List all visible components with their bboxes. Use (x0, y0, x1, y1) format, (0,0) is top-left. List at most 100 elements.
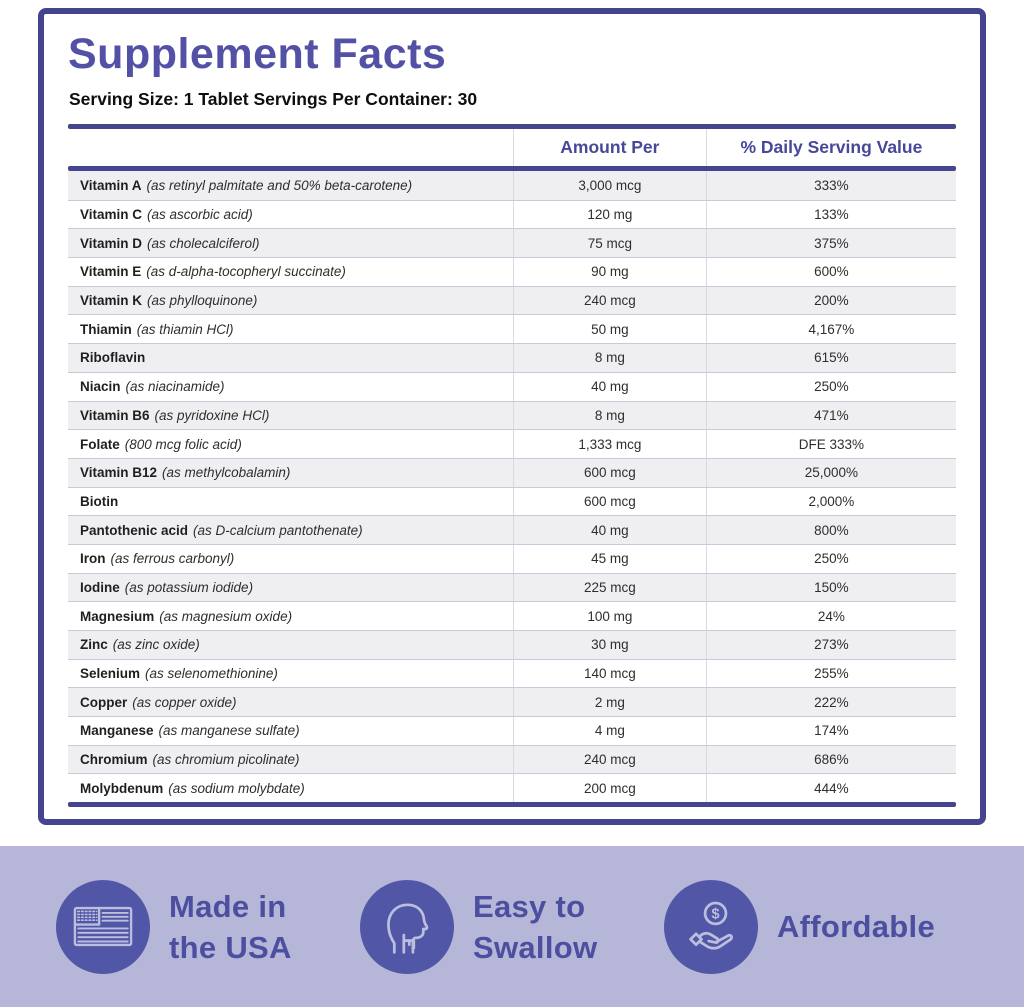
divider (68, 802, 956, 808)
nutrient-name: Vitamin A (80, 177, 142, 193)
nutrient-name: Selenium (80, 666, 141, 682)
nutrient-name-cell: Vitamin B6 (as pyridoxine HCl) (68, 402, 513, 430)
nutrient-form: (as phylloquinone) (147, 293, 258, 309)
table-row: Niacin (as niacinamide) 40 mg 250% (68, 371, 956, 401)
nutrient-form: (as magnesium oxide) (159, 608, 293, 624)
table-row: Vitamin K (as phylloquinone) 240 mcg 200… (68, 285, 956, 315)
feature-band: Made in the USA Easy to Swallow (0, 846, 1024, 1007)
easy-to-swallow-label: Easy to Swallow (473, 886, 597, 968)
nutrient-form: (as D-calcium pantothenate) (193, 522, 363, 538)
nutrient-name: Folate (80, 436, 120, 452)
nutrient-name: Magnesium (80, 608, 155, 624)
table-row: Vitamin C (as ascorbic acid) 120 mg 133% (68, 199, 956, 229)
us-flag-icon (56, 879, 150, 974)
table-row: Copper (as copper oxide) 2 mg 222% (68, 687, 956, 717)
daily-value-cell: 471% (705, 401, 956, 430)
nutrient-name-cell: Zinc (as zinc oxide) (68, 631, 513, 659)
amount-cell: 140 mcg (512, 659, 706, 688)
nutrient-name: Riboflavin (80, 350, 146, 366)
nutrient-name-cell: Magnesium (as magnesium oxide) (68, 602, 513, 630)
made-in-usa-label: Made in the USA (169, 886, 292, 968)
amount-cell: 75 mcg (512, 229, 706, 258)
nutrient-form: (as thiamin HCl) (136, 321, 234, 337)
nutrient-name: Chromium (80, 752, 148, 768)
nutrient-form: (as zinc oxide) (112, 637, 200, 653)
amount-cell: 4 mg (512, 717, 706, 745)
header-amount-column: Amount Per (512, 129, 706, 166)
daily-value-cell: 25,000% (705, 458, 956, 487)
table-row: Biotin 600 mcg 2,000% (68, 486, 956, 516)
nutrient-form: (800 mcg folic acid) (124, 436, 242, 452)
table-row: Thiamin (as thiamin HCl) 50 mg 4,167% (68, 314, 956, 344)
amount-cell: 3,000 mcg (512, 171, 706, 200)
nutrient-form: (as ferrous carbonyl) (110, 551, 235, 567)
nutrient-name: Zinc (80, 637, 108, 653)
nutrient-form: (as niacinamide) (125, 379, 225, 395)
nutrient-name-cell: Iron (as ferrous carbonyl) (68, 545, 513, 573)
nutrient-form: (as retinyl palmitate and 50% beta-carot… (146, 177, 413, 193)
daily-value-cell: 200% (705, 286, 956, 315)
daily-value-cell: 375% (705, 229, 956, 258)
daily-value-cell: 600% (705, 258, 956, 286)
nutrient-name-cell: Vitamin B12 (as methylcobalamin) (68, 459, 513, 487)
nutrient-name: Thiamin (80, 321, 132, 337)
amount-cell: 8 mg (512, 344, 706, 372)
nutrient-name: Vitamin B12 (80, 465, 158, 481)
nutrient-name: Manganese (80, 723, 154, 739)
nutrient-name-cell: Molybdenum (as sodium molybdate) (68, 774, 513, 802)
nutrient-name: Iodine (80, 579, 120, 595)
nutrient-form: (as chromium picolinate) (152, 752, 300, 768)
nutrient-name: Niacin (80, 379, 121, 395)
affordable-icon: $ (664, 879, 758, 974)
nutrient-name: Vitamin E (80, 264, 142, 280)
easy-swallow-icon (360, 879, 454, 974)
table-row: Magnesium (as magnesium oxide) 100 mg 24… (68, 601, 956, 630)
amount-cell: 8 mg (512, 401, 706, 430)
header-daily-value-column: % Daily Serving Value (705, 129, 956, 166)
affordable-label: Affordable (777, 906, 935, 947)
nutrient-form: (as ascorbic acid) (147, 207, 253, 223)
nutrient-form: (as potassium iodide) (124, 579, 254, 595)
nutrient-name-cell: Niacin (as niacinamide) (68, 373, 513, 401)
daily-value-cell: 444% (705, 774, 956, 803)
nutrient-name-cell: Manganese (as manganese sulfate) (68, 717, 513, 745)
table-row: Chromium (as chromium picolinate) 240 mc… (68, 744, 956, 774)
table-row: Manganese (as manganese sulfate) 4 mg 17… (68, 716, 956, 745)
badge-label-line2: the USA (169, 929, 292, 965)
page-title: Supplement Facts (68, 30, 447, 78)
nutrient-name-cell: Vitamin D (as cholecalciferol) (68, 229, 513, 257)
nutrient-name: Pantothenic acid (80, 522, 189, 538)
daily-value-cell: 250% (705, 544, 956, 573)
daily-value-cell: 333% (705, 171, 956, 200)
nutrient-form: (as methylcobalamin) (162, 465, 291, 481)
amount-cell: 600 mcg (512, 458, 706, 487)
daily-value-cell: 150% (705, 573, 956, 602)
supplement-facts-panel: Supplement Facts Serving Size: 1 Tablet … (38, 8, 986, 825)
easy-to-swallow-badge: Easy to Swallow (360, 879, 597, 974)
nutrient-form: (as selenomethionine) (145, 666, 278, 682)
table-row: Molybdenum (as sodium molybdate) 200 mcg… (68, 773, 956, 803)
daily-value-cell: 2,000% (705, 487, 956, 516)
amount-cell: 90 mg (512, 258, 706, 286)
daily-value-cell: 615% (705, 344, 956, 372)
badge-label-line1: Affordable (777, 909, 935, 944)
nutrient-name: Biotin (80, 493, 119, 509)
nutrient-name-cell: Pantothenic acid (as D-calcium pantothen… (68, 516, 513, 544)
nutrient-form: (as pyridoxine HCl) (154, 407, 270, 423)
daily-value-cell: 273% (705, 631, 956, 659)
daily-value-cell: 800% (705, 516, 956, 544)
table-row: Riboflavin 8 mg 615% (68, 343, 956, 372)
divider (68, 166, 956, 171)
table-row: Iron (as ferrous carbonyl) 45 mg 250% (68, 543, 956, 573)
table-row: Pantothenic acid (as D-calcium pantothen… (68, 515, 956, 544)
table-row: Zinc (as zinc oxide) 30 mg 273% (68, 630, 956, 659)
daily-value-cell: 4,167% (705, 315, 956, 344)
svg-text:$: $ (711, 906, 719, 922)
daily-value-cell: 255% (705, 659, 956, 688)
amount-cell: 50 mg (512, 315, 706, 344)
badge-label-line2: Swallow (473, 929, 598, 965)
daily-value-cell: 133% (705, 200, 956, 229)
amount-cell: 40 mg (512, 516, 706, 544)
nutrient-name-cell: Vitamin K (as phylloquinone) (68, 287, 513, 315)
nutrient-name-cell: Biotin (68, 488, 513, 516)
